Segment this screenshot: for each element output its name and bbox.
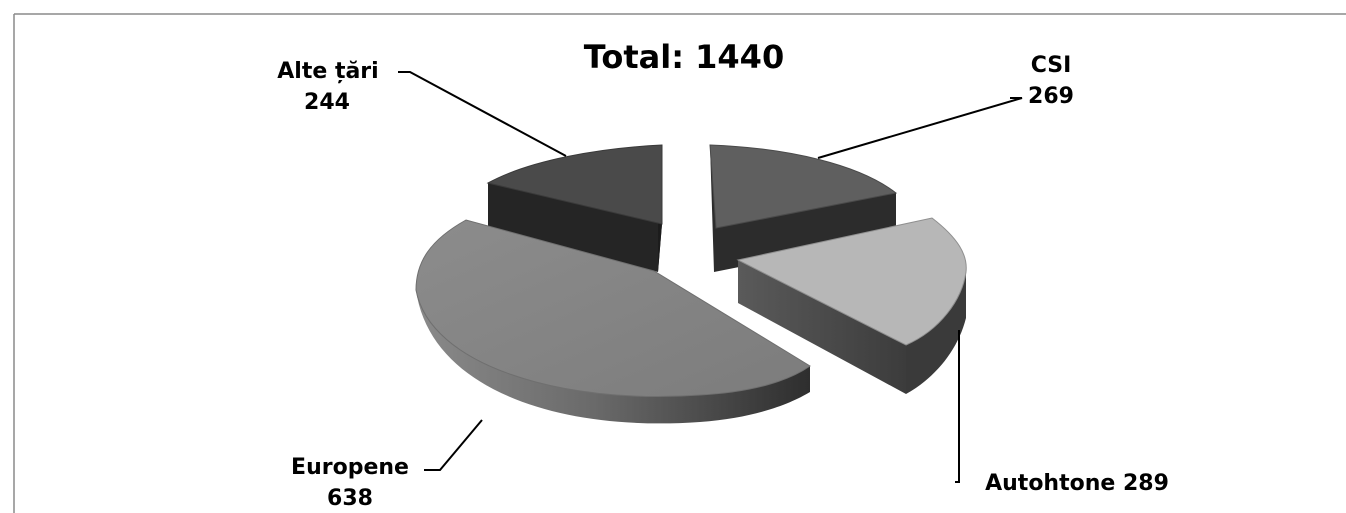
pie-slice-alte-tari [486,144,663,272]
label-csi-name: CSI [1031,53,1072,78]
pie-slice-autohtone [736,217,967,394]
label-alte-tari-value: 244 [304,90,350,115]
label-europene-name: Europene [291,455,409,480]
pie-slice-europene [415,219,811,424]
label-europene-value: 638 [327,486,373,511]
leader-line-europene [424,419,483,471]
chart-title: Total: 1440 [584,38,784,76]
leader-line-autohtone [955,330,960,483]
label-autohtone: Autohtone 289 [985,471,1169,496]
label-alte-tari-name: Alte țări [277,59,378,84]
leader-line-alte-tari [398,71,567,157]
label-csi-value: 269 [1028,84,1074,109]
leader-line-csi [817,97,1023,159]
